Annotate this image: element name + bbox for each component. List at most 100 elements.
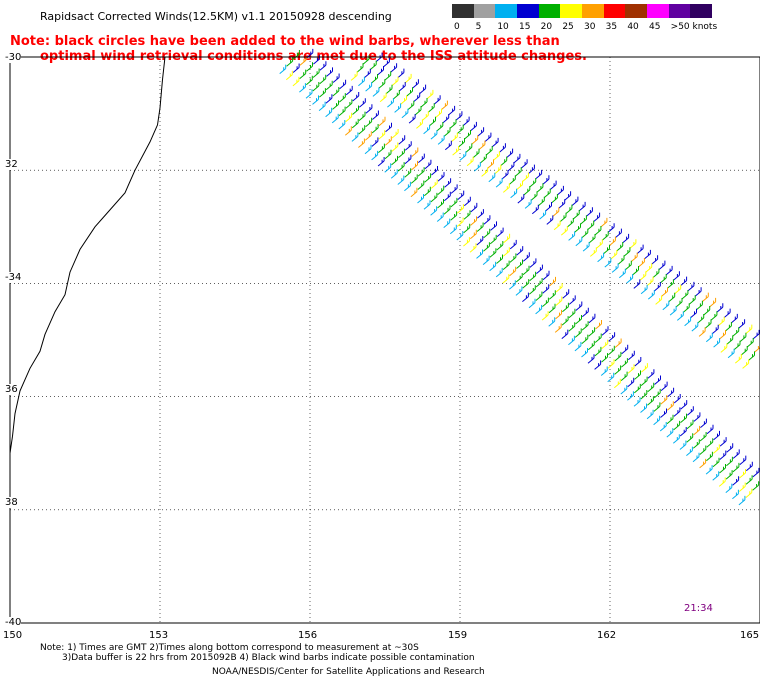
wind-barb bbox=[717, 316, 725, 327]
wind-barb bbox=[358, 98, 366, 108]
lat-label-38: 38 bbox=[5, 497, 18, 508]
wind-barb bbox=[404, 181, 411, 192]
wind-barb bbox=[621, 358, 628, 368]
wind-barb bbox=[752, 467, 760, 478]
wind-barb bbox=[560, 226, 568, 236]
wind-barb bbox=[413, 92, 421, 102]
wind-barb bbox=[633, 383, 641, 394]
wind-barb bbox=[312, 95, 319, 105]
wind-barb bbox=[588, 234, 596, 244]
wind-barb bbox=[561, 329, 569, 339]
wind-barb bbox=[752, 481, 760, 491]
wind-barb bbox=[479, 154, 487, 164]
wind-barb bbox=[752, 329, 760, 340]
wind-barb bbox=[400, 95, 407, 105]
wind-barb bbox=[572, 210, 580, 220]
wind-barb bbox=[465, 143, 473, 153]
wind-barb bbox=[469, 229, 477, 240]
wind-barb bbox=[365, 104, 373, 114]
wind-barb bbox=[508, 175, 516, 185]
wind-barb bbox=[372, 110, 379, 120]
wind-barb bbox=[522, 252, 530, 262]
wind-barb bbox=[575, 236, 583, 247]
wind-barb bbox=[417, 167, 425, 177]
wind-barb bbox=[437, 185, 445, 195]
wind-barb bbox=[515, 286, 523, 296]
wind-barb bbox=[397, 68, 405, 78]
wind-barb bbox=[517, 194, 525, 204]
wind-barb bbox=[358, 138, 365, 148]
wind-barb bbox=[383, 57, 390, 68]
wind-barb bbox=[726, 335, 734, 345]
legend-swatch bbox=[495, 4, 518, 18]
wind-barb bbox=[613, 378, 621, 389]
wind-barb bbox=[312, 82, 320, 92]
wind-barb bbox=[514, 167, 522, 177]
wind-barb bbox=[384, 136, 392, 146]
wind-barb bbox=[746, 338, 754, 348]
wind-barb bbox=[394, 103, 402, 113]
lon-label-156: 156 bbox=[298, 630, 318, 641]
wind-barb bbox=[667, 387, 675, 398]
wind-barb bbox=[484, 132, 492, 142]
wind-barb bbox=[581, 321, 589, 331]
wind-barb bbox=[420, 98, 428, 108]
wind-barb bbox=[575, 315, 582, 325]
wind-barb bbox=[726, 443, 734, 453]
wind-barb bbox=[502, 274, 510, 284]
wind-barb bbox=[693, 412, 701, 422]
wind-barb bbox=[564, 191, 572, 201]
wind-barb bbox=[647, 382, 655, 393]
wind-barb bbox=[614, 351, 622, 362]
wind-barb bbox=[555, 309, 562, 320]
wind-barb bbox=[326, 67, 333, 77]
wind-barb bbox=[712, 457, 720, 468]
wind-barb bbox=[542, 284, 550, 294]
wind-barb bbox=[626, 274, 634, 284]
wind-barb bbox=[607, 345, 615, 356]
wind-barb bbox=[387, 98, 394, 108]
wind-barb bbox=[444, 140, 452, 151]
wind-barb bbox=[669, 306, 677, 316]
wind-barb bbox=[463, 223, 471, 234]
wind-barb bbox=[586, 207, 593, 217]
wind-barb bbox=[581, 334, 589, 344]
wind-barb bbox=[365, 82, 373, 92]
wind-barb bbox=[430, 192, 438, 203]
wind-barb bbox=[745, 488, 753, 498]
wind-barb bbox=[502, 260, 510, 270]
wind-barb bbox=[536, 183, 544, 193]
wind-barb bbox=[522, 265, 530, 276]
lat-label-30: -30 bbox=[5, 52, 22, 63]
footer-note-2: 3)Data buffer is 22 hrs from 2015092B 4)… bbox=[62, 653, 475, 663]
wind-barb bbox=[651, 255, 659, 265]
wind-barb bbox=[732, 489, 739, 500]
wind-barb bbox=[676, 311, 684, 321]
wind-barb bbox=[571, 196, 579, 206]
wind-barb bbox=[595, 320, 602, 330]
wind-barb bbox=[594, 346, 602, 357]
legend-label: >50 knots bbox=[670, 22, 718, 32]
wind-barb bbox=[646, 276, 654, 287]
wind-barb bbox=[477, 127, 485, 137]
wind-barb bbox=[378, 116, 386, 127]
wind-barb bbox=[691, 322, 699, 332]
wind-barb bbox=[463, 237, 470, 247]
wind-barb bbox=[699, 458, 707, 469]
wind-barb bbox=[644, 249, 651, 260]
wind-barb bbox=[437, 135, 445, 145]
wind-barb bbox=[459, 151, 467, 161]
wind-barb bbox=[516, 259, 523, 269]
wind-barbs bbox=[279, 48, 760, 506]
note-line-1: Note: black circles have been added to t… bbox=[10, 34, 560, 49]
wind-barb bbox=[568, 231, 576, 241]
wind-barb bbox=[535, 304, 543, 315]
wind-barb bbox=[352, 92, 360, 102]
wind-barb bbox=[732, 449, 740, 459]
wind-barb bbox=[494, 164, 502, 175]
wind-barb bbox=[624, 260, 632, 271]
coastline-path bbox=[9, 56, 166, 454]
wind-barb bbox=[435, 108, 442, 118]
wind-barb bbox=[593, 212, 601, 222]
wind-barb bbox=[441, 100, 448, 110]
